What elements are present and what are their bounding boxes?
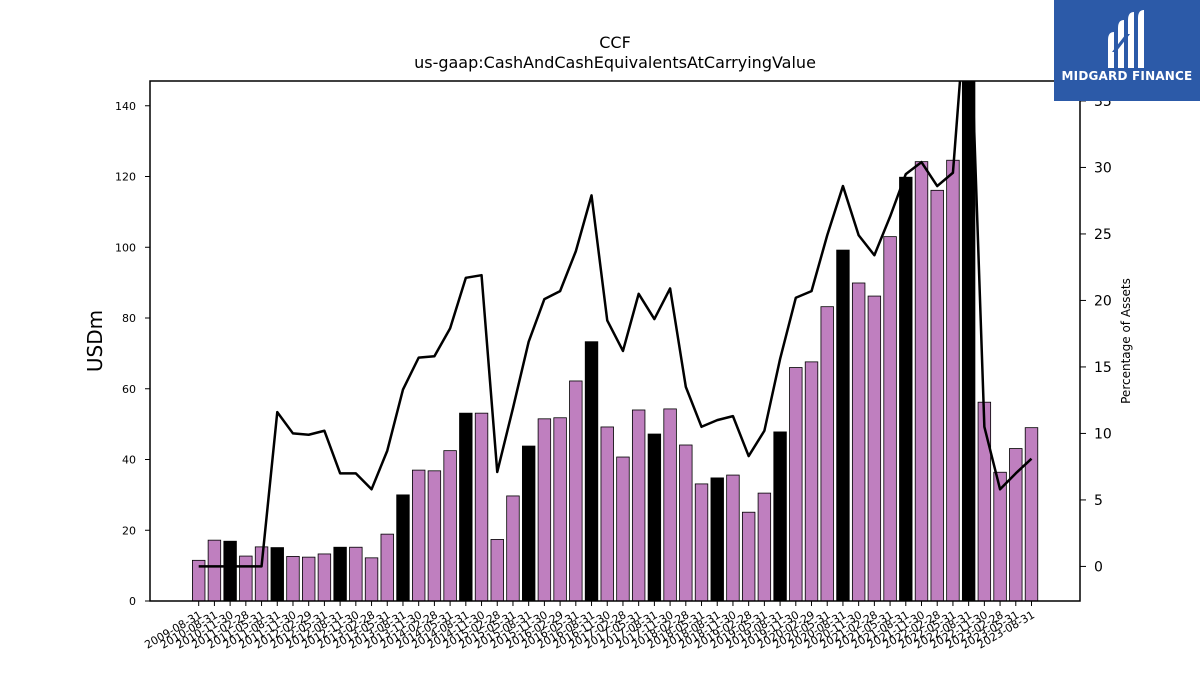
- logo-mark-icon: [1108, 10, 1144, 68]
- y-axis-right-label: Percentage of Assets: [1119, 278, 1133, 404]
- bar: [286, 556, 300, 601]
- bar: [192, 559, 206, 601]
- logo-text: MIDGARD FINANCE: [1061, 69, 1193, 83]
- bar: [694, 483, 709, 601]
- y2-tick-label: 10: [1094, 426, 1112, 442]
- bar: [773, 431, 787, 601]
- y-tick-label: 140: [115, 100, 136, 113]
- bar: [506, 495, 520, 601]
- bar: [647, 433, 662, 601]
- bar: [867, 295, 882, 601]
- bar: [443, 450, 457, 601]
- bar: [396, 494, 410, 601]
- bar: [270, 547, 284, 601]
- y2-tick-label: 0: [1094, 559, 1103, 575]
- bar: [804, 361, 819, 601]
- y-tick-label: 0: [129, 595, 136, 608]
- y-tick-label: 40: [122, 454, 136, 467]
- bar: [930, 189, 944, 601]
- bar: [914, 161, 929, 601]
- bar: [427, 470, 442, 601]
- bar: [789, 367, 803, 601]
- bar: [490, 539, 504, 601]
- bar: [349, 546, 363, 601]
- bars: [192, 81, 1039, 601]
- bar: [364, 557, 379, 601]
- bar: [899, 176, 913, 601]
- bar: [993, 471, 1007, 601]
- bar: [254, 546, 269, 601]
- percentage-line: [198, 81, 1033, 568]
- y-tick-label: 80: [122, 312, 136, 325]
- bar: [302, 556, 316, 601]
- bar: [977, 401, 992, 601]
- percentage-line-group: [198, 81, 1033, 568]
- bar: [741, 511, 756, 601]
- bar: [1009, 448, 1023, 601]
- bar: [223, 540, 237, 601]
- bar: [961, 81, 976, 601]
- bar: [631, 409, 646, 601]
- plot-frame: [149, 80, 1081, 602]
- bar: [459, 412, 473, 601]
- bar: [710, 477, 724, 601]
- bar: [584, 341, 599, 601]
- bar: [679, 444, 693, 601]
- y-axis-left: 0 20 40 60 80 100 120 140: [115, 100, 150, 608]
- bar: [317, 553, 332, 601]
- bar: [239, 555, 253, 601]
- bar: [569, 380, 583, 601]
- y-tick-label: 60: [122, 383, 136, 396]
- x-axis: 2009-08-312010-08-312010-11-302011-02-28…: [142, 601, 1037, 652]
- bar: [883, 236, 897, 601]
- bar: [537, 418, 552, 601]
- y2-tick-label: 5: [1094, 493, 1103, 509]
- bar: [411, 469, 426, 601]
- bar: [836, 249, 850, 601]
- y2-tick-label: 25: [1094, 227, 1112, 243]
- y2-tick-label: 15: [1094, 360, 1112, 376]
- bar: [553, 417, 567, 601]
- y2-tick-label: 20: [1094, 293, 1112, 309]
- chart-subtitle: us-gaap:CashAndCashEquivalentsAtCarrying…: [414, 53, 816, 72]
- bar: [946, 159, 960, 601]
- y-tick-label: 120: [115, 171, 136, 184]
- bar: [820, 306, 834, 601]
- bar: [600, 426, 614, 601]
- midgard-finance-logo: MIDGARD FINANCE: [1054, 0, 1200, 101]
- chart-title: CCF: [599, 33, 631, 52]
- bar: [1024, 427, 1039, 601]
- bar: [474, 412, 489, 601]
- y-axis-label: USDm: [83, 310, 107, 372]
- bar: [616, 456, 630, 601]
- y2-tick-label: 30: [1094, 160, 1112, 176]
- bar: [757, 492, 772, 601]
- bar: [333, 546, 347, 601]
- bar: [380, 533, 394, 601]
- bar: [726, 474, 740, 601]
- y-tick-label: 100: [115, 241, 136, 254]
- bar: [851, 282, 866, 601]
- bar: [663, 408, 677, 601]
- bar: [207, 539, 222, 601]
- y-tick-label: 20: [122, 524, 136, 537]
- bar: [521, 445, 536, 601]
